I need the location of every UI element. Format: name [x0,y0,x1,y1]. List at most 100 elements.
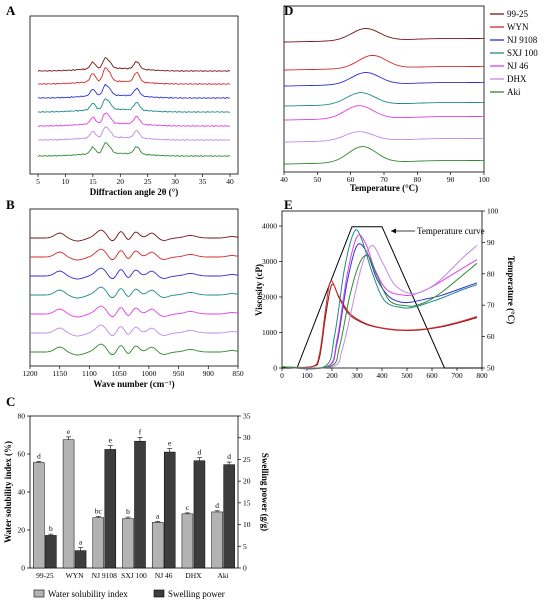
legend-label-nj-46: NJ 46 [507,61,529,71]
xrd-line-nj-46 [37,112,231,128]
legend-swatch-wsi [33,589,45,598]
x-tick-label: 1200 [23,369,38,378]
significance-letter: a [156,511,160,520]
xrd-line-aki [37,142,231,158]
panel-c-ylabel: Water solubility index (%) [3,441,13,543]
dsc-line-99-25 [284,28,484,43]
y-tick-label: 0 [21,564,25,573]
significance-letter: e [109,436,113,445]
x-tick-label: 25 [144,177,152,186]
bar-wsi [92,517,105,569]
significance-letter: f [139,427,142,436]
ftir-line-dhx [30,324,239,337]
bar-sp [163,451,176,569]
legend-label-wyn: WYN [507,22,529,32]
dsc-line-aki [284,146,484,165]
ftir-line-nj-9108 [30,267,239,280]
ftir-line-wyn [30,248,239,261]
x-tick-label: 1150 [52,369,67,378]
panel-d-legend: 99-25 WYN NJ 9108 SXJ 100 NJ 46 DHX Aki [490,9,538,97]
significance-letter: a [79,538,83,547]
annotation-arrowhead [391,228,396,234]
x-tick-label: 1000 [141,369,156,378]
dsc-line-wyn [284,54,484,71]
legend-label-nj-9108: NJ 9108 [507,35,538,45]
panel-b-frame [29,208,239,367]
y2-tick-label: 15 [243,498,251,507]
y2-tick-label: 35 [243,412,251,421]
panel-a: 5 10 15 20 25 30 35 40 Diffraction angle 2θ (°) [29,15,239,197]
xrd-line-dhx [37,126,231,142]
x-tick-label: 5 [36,177,40,186]
bar-wsi [122,518,134,569]
panel-d: 40 50 60 70 80 90 100 Temperature (°C) 99-25 WY… [280,5,538,193]
x-category-label: NJ 46 [155,571,173,580]
x-tick-label: 40 [280,175,288,184]
dsc-line-nj-46 [284,105,484,121]
ftir-line-99-25 [30,229,239,242]
significance-letter: b [49,524,53,533]
x-tick-label: 700 [451,371,463,380]
y-tick-label: 40 [18,488,26,497]
rva-line-wyn [281,280,478,369]
y2-tick-label: 25 [243,455,251,464]
x-tick-label: 200 [326,371,338,380]
significance-letter: bc [95,507,103,516]
y-tick-label: 20 [18,526,26,535]
x-tick-label: 900 [203,369,215,378]
panel-b-xlabel: Wave number (cm⁻¹) [93,379,174,389]
y2-tick-label: 5 [243,542,247,551]
significance-letter: e [67,427,71,436]
y2-tick-label: 90 [487,238,495,247]
x-tick-label: 800 [476,371,488,380]
x-tick-label: 600 [426,371,438,380]
rva-line-dhx [281,245,478,369]
rva-line-aki [281,254,478,369]
y2-tick-label: 20 [243,477,251,486]
legend-label-sxj-100: SXJ 100 [507,48,538,58]
x-tick-label: 850 [232,369,244,378]
y-tick-label: 60 [18,450,26,459]
panel-d-xlabel: Temperature (°C) [350,183,418,193]
y2-tick-label: 30 [243,433,251,442]
bar-sp [223,464,235,569]
temperature-curve-annotation: Temperature curve [417,226,485,236]
rva-line-nj-46 [281,234,478,370]
y2-tick-label: 80 [487,269,495,278]
y2-tick-label: 100 [487,207,499,216]
significance-letter: b [126,507,130,516]
bar-sp [134,440,146,569]
y-tick-label: 3000 [262,257,277,266]
significance-letter: d [37,451,41,460]
x-category-label: 99-25 [36,571,54,580]
bar-sp [45,535,57,569]
xrd-line-99-25 [37,57,231,73]
x-tick-label: 90 [447,175,455,184]
panel-c-label: C [6,394,15,409]
bar-wsi [62,439,75,569]
xrd-line-sxj-100 [37,98,231,114]
panel-b-label: B [6,197,15,212]
x-category-label: NJ 9108 [92,571,117,580]
legend-label-99-25: 99-25 [507,9,528,19]
y2-tick-label: 50 [487,364,495,373]
y2-tick-label: 70 [487,301,495,310]
panel-c-y2label: Swelling power (g/g) [260,453,270,531]
panel-e-label: E [284,197,293,212]
xrd-line-nj-9108 [37,83,230,100]
panel-b: 1200 1150 1100 1050 1000 950 900 850 Wave numbe… [23,208,244,389]
x-tick-label: 40 [226,177,234,186]
y-tick-label: 0 [273,364,277,373]
bar-sp [74,550,87,569]
rva-line-sxj-100 [281,229,478,370]
panel-a-label: A [6,3,16,18]
panel-e: 0 100 200 300 400 500 600 700 800 0 1000 2000 3000 40… [254,207,516,381]
rva-line-99-25 [281,283,478,368]
significance-letter: e [168,439,172,448]
xrd-line-wyn [37,67,231,86]
bar-sp [193,460,206,569]
dsc-line-dhx [284,131,484,143]
significance-letter: c [186,503,190,512]
x-category-label: Aki [218,571,229,580]
